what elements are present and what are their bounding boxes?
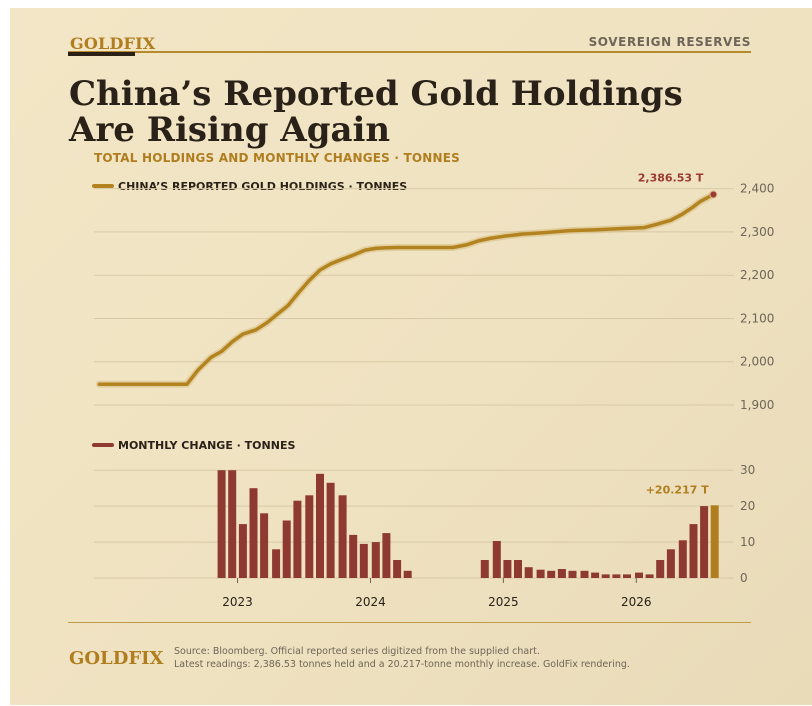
top-rule: [68, 51, 751, 53]
headline-line-1: China’s Reported Gold Holdings: [69, 74, 683, 114]
monthly-bar: [480, 560, 489, 578]
monthly-bar: [623, 574, 631, 578]
monthly-bar: [524, 567, 533, 578]
headline: China’s Reported Gold Holdings Are Risin…: [69, 76, 769, 148]
monthly-bar: [371, 542, 380, 578]
monthly-bar: [359, 543, 368, 578]
monthly-bar: [678, 540, 687, 578]
brand-underline: [68, 52, 135, 56]
holdings-line: [97, 192, 716, 386]
monthly-bar: [293, 500, 302, 578]
legend-label-monthly: MONTHLY CHANGE · TONNES: [118, 439, 295, 452]
brand-logo: GOLDFIX: [70, 34, 156, 53]
monthly-bar: [514, 560, 522, 578]
monthly-bar: [666, 549, 675, 579]
monthly-bar: [338, 495, 347, 578]
y-tick-label-monthly: 10: [740, 535, 755, 549]
y-tick-label-holdings: 1,900: [740, 398, 774, 412]
monthly-bar: [382, 533, 391, 578]
subtitle: TOTAL HOLDINGS AND MONTHLY CHANGES · TON…: [94, 151, 461, 165]
monthly-bar: [305, 495, 314, 578]
monthly-bar: [591, 572, 600, 578]
monthly-bar: [557, 569, 566, 578]
monthly-bar: [316, 473, 324, 578]
monthly-bar: [272, 549, 281, 579]
monthly-bar: [503, 560, 512, 578]
monthly-bar: [249, 488, 258, 578]
y-tick-label-holdings: 2,100: [740, 311, 774, 325]
section-label: SOVEREIGN RESERVES: [588, 35, 751, 49]
chart-card: GOLDFIX SOVEREIGN RESERVES China’s Repor…: [10, 8, 812, 705]
y-tick-label-holdings: 2,000: [740, 355, 774, 369]
holdings-line-glow: [95, 191, 717, 388]
monthly-bar: [238, 524, 247, 578]
source-note: Source: Bloomberg. Official reported ser…: [174, 645, 630, 671]
monthly-bar: [700, 506, 709, 578]
y-tick-label-monthly: 20: [740, 499, 755, 513]
monthly-bar: [326, 482, 335, 578]
monthly-end-label: +20.217 T: [646, 483, 709, 496]
monthly-bar: [260, 513, 269, 578]
source-line-2: Latest readings: 2,386.53 tonnes held an…: [174, 659, 630, 670]
monthly-bar: [393, 560, 402, 578]
y-tick-label-holdings: 2,200: [740, 268, 774, 282]
monthly-bar: [403, 570, 412, 578]
monthly-bar: [568, 570, 577, 578]
monthly-bar: [580, 570, 589, 578]
chart-canvas: CHINA’S REPORTED GOLD HOLDINGS · TONNES 1…: [92, 171, 774, 609]
bottom-rule: [68, 622, 751, 623]
y-tick-label-monthly: 0: [740, 571, 748, 585]
monthly-bar: [217, 470, 226, 578]
monthly-bar: [689, 524, 698, 578]
monthly-bar: [612, 574, 621, 578]
monthly-bar: [492, 541, 501, 578]
monthly-bar-latest: [710, 505, 719, 578]
monthly-bar: [645, 574, 654, 578]
holdings-end-label: 2,386.53 T: [638, 171, 704, 184]
monthly-bar: [656, 560, 665, 578]
monthly-bar: [635, 572, 643, 578]
y-tick-label-holdings: 2,300: [740, 225, 774, 239]
legend-label-holdings: CHINA’S REPORTED GOLD HOLDINGS · TONNES: [118, 180, 407, 193]
x-tick-label: 2024: [355, 595, 386, 609]
source-line-1: Source: Bloomberg. Official reported ser…: [174, 646, 540, 657]
holdings-end-point: [709, 190, 718, 199]
x-tick-label: 2023: [222, 595, 253, 609]
monthly-bar: [349, 534, 358, 578]
monthly-bar: [228, 470, 237, 578]
brand-footer-logo: GOLDFIX: [69, 648, 164, 669]
monthly-bar: [601, 574, 610, 578]
y-tick-label-holdings: 2,400: [740, 182, 774, 196]
monthly-bar: [282, 520, 291, 578]
x-tick-label: 2026: [621, 595, 652, 609]
x-tick-label: 2025: [488, 595, 519, 609]
headline-line-2: Are Rising Again: [69, 110, 391, 150]
y-tick-label-monthly: 30: [740, 463, 755, 477]
monthly-bar: [536, 569, 545, 578]
monthly-bar: [547, 570, 556, 578]
